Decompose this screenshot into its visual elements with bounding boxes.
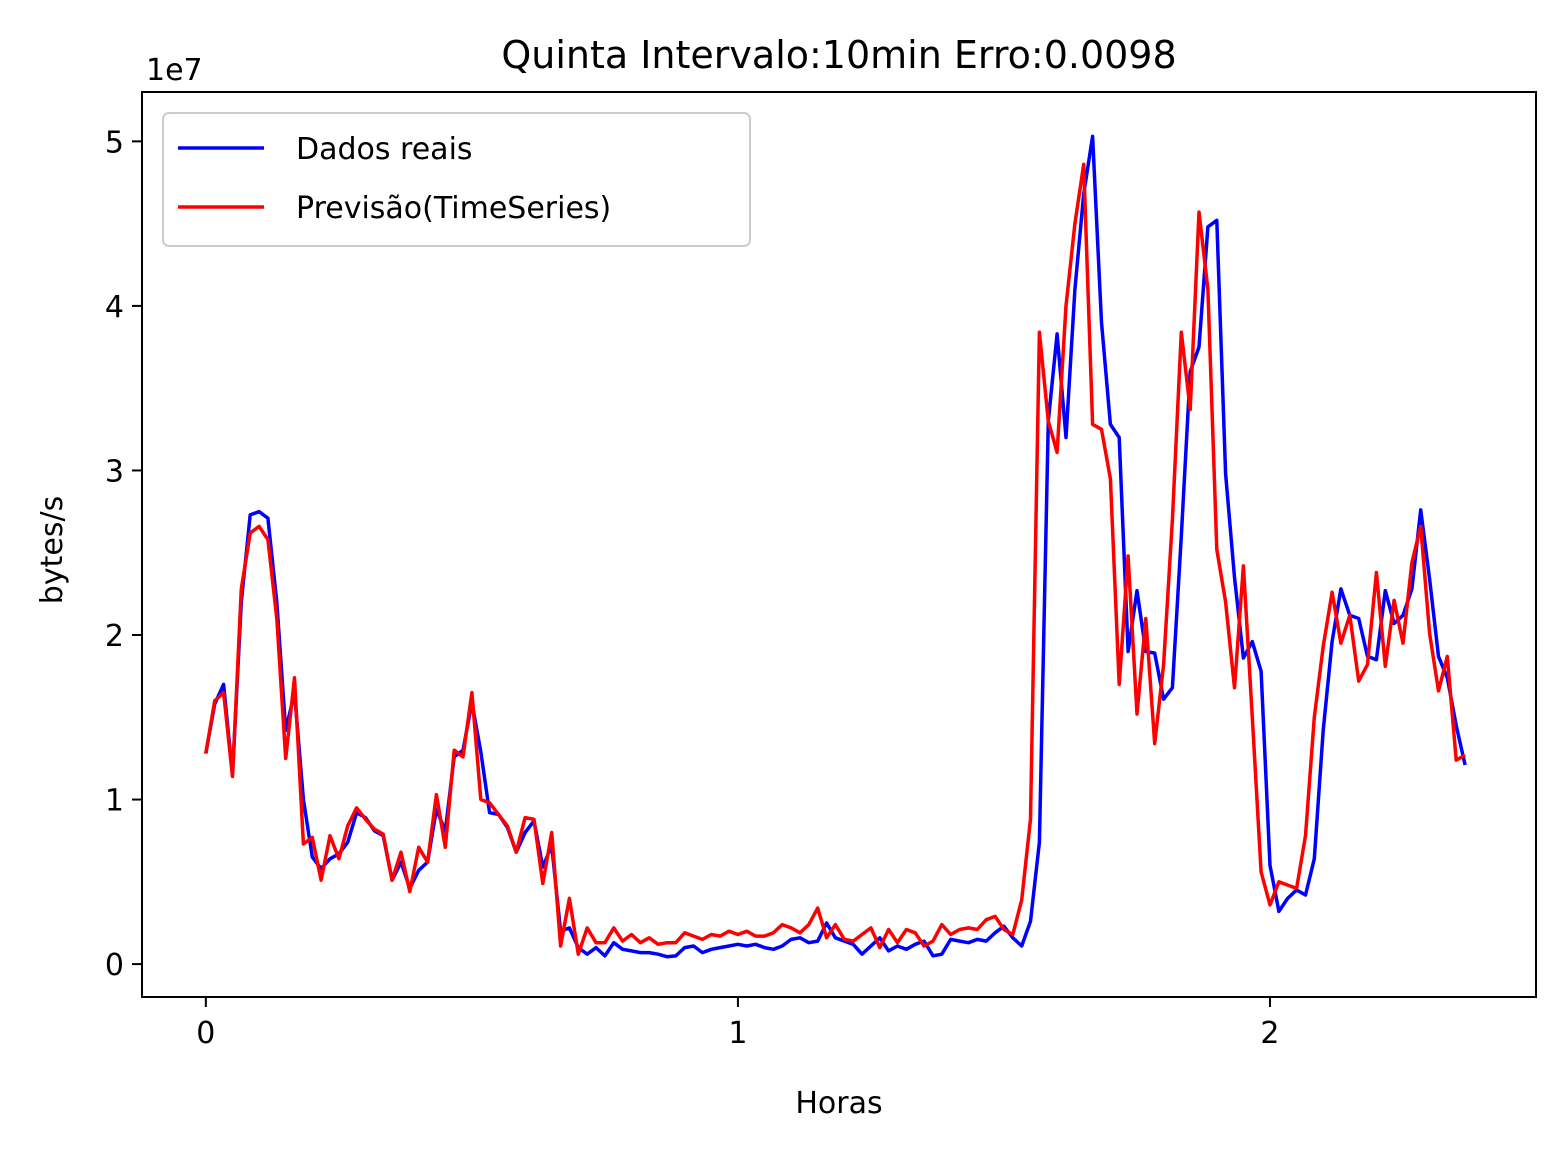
legend-label-previsao: Previsão(TimeSeries)	[296, 191, 611, 226]
legend-label-dados-reais: Dados reais	[296, 132, 473, 167]
legend: Dados reais Previsão(TimeSeries)	[162, 112, 751, 247]
x-tick-label: 1	[728, 1016, 747, 1051]
y-axis-ticks: 0 1 2 3 4 5	[105, 125, 142, 983]
y-tick-label: 0	[105, 948, 124, 983]
y-tick-label: 2	[105, 619, 124, 654]
y-tick-label: 3	[105, 454, 124, 489]
chart-title: Quinta Intervalo:10min Erro:0.0098	[501, 33, 1176, 77]
series-layer	[204, 134, 1467, 959]
legend-box	[162, 112, 751, 247]
y-offset-label: 1e7	[146, 53, 203, 88]
series-line-1	[204, 162, 1466, 956]
x-axis-label: Horas	[795, 1086, 882, 1121]
y-axis-label: bytes/s	[35, 496, 70, 604]
y-tick-label: 1	[105, 784, 124, 819]
plot-frame	[141, 91, 1537, 998]
x-tick-label: 0	[196, 1016, 215, 1051]
x-axis-ticks: 0 1 2	[196, 997, 1280, 1051]
y-tick-label: 4	[105, 290, 124, 325]
y-tick-label: 5	[105, 125, 124, 160]
series-line-0	[204, 134, 1467, 959]
x-tick-label: 2	[1260, 1016, 1279, 1051]
